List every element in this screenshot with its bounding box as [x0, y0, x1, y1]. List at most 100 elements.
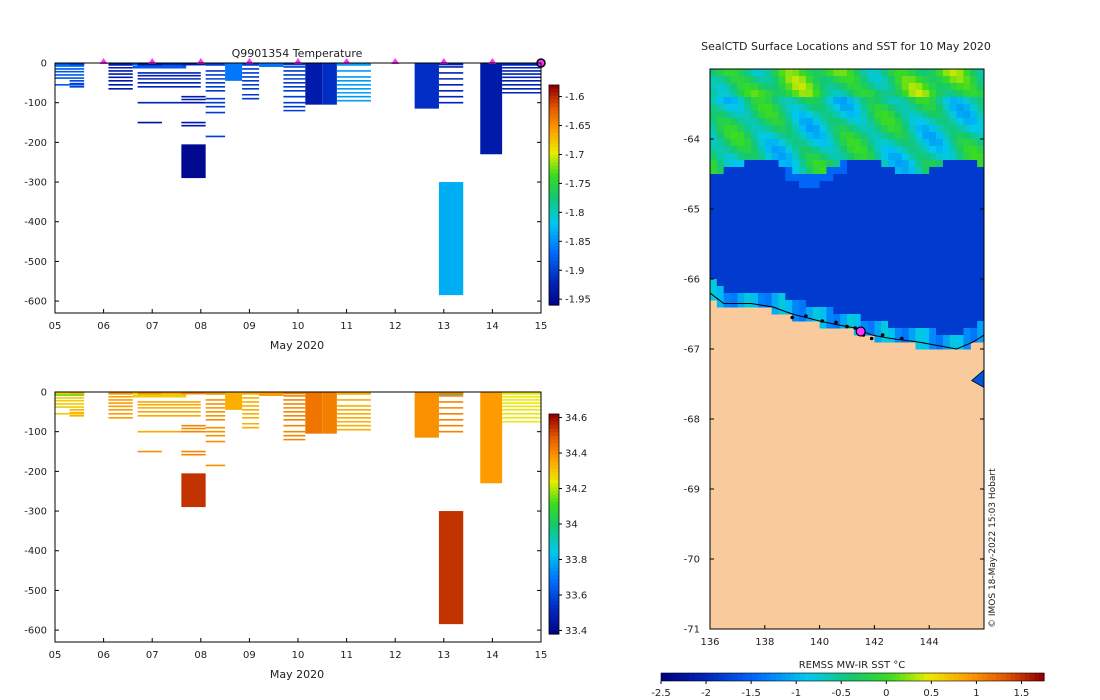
sst-cell: [970, 314, 978, 322]
sst-cell: [956, 237, 964, 245]
sst-cell: [956, 279, 964, 287]
sst-cell: [894, 104, 903, 112]
sst-cell: [901, 279, 910, 287]
sst-cell: [956, 146, 964, 154]
sst-cell: [764, 125, 773, 133]
sst-cell: [723, 195, 732, 203]
sst-cell: [847, 167, 855, 175]
sst-cell: [744, 216, 752, 224]
sst-cell: [888, 279, 896, 287]
sst-cell: [792, 104, 800, 112]
sst-cell: [977, 111, 985, 119]
sst-cell: [922, 321, 930, 329]
sst-cell: [942, 230, 951, 238]
colorbar-segment: [991, 673, 997, 681]
sst-cell: [970, 83, 978, 91]
sst-cell: [847, 209, 855, 217]
sst-cell: [894, 69, 903, 77]
sst-cell: [901, 167, 910, 175]
sst-cell: [915, 195, 923, 203]
sst-cell: [915, 237, 923, 245]
colorbar-tick-label: -1.5: [741, 688, 761, 699]
sst-cell: [874, 97, 882, 105]
sst-cell: [785, 300, 793, 308]
x-tick-label: 13: [437, 321, 450, 332]
sst-cell: [812, 244, 821, 252]
sst-cell: [963, 146, 971, 154]
sst-cell: [744, 209, 752, 217]
sst-cell: [819, 300, 827, 308]
sst-cell: [819, 104, 827, 112]
sst-cell: [956, 188, 964, 196]
sst-cell: [922, 251, 930, 259]
sst-cell: [860, 258, 869, 266]
sst-cell: [744, 279, 752, 287]
sst-cell: [737, 146, 745, 154]
colorbar-frame: [660, 672, 1045, 682]
sst-cell: [799, 195, 807, 203]
colorbar-segment: [549, 524, 559, 529]
sst-cell: [744, 69, 752, 77]
sst-cell: [908, 300, 916, 308]
colorbar-segment: [549, 180, 559, 185]
sst-cell: [942, 181, 951, 189]
colorbar-segment: [549, 143, 559, 148]
colorbar-tick-label: -2.5: [651, 688, 671, 699]
colorbar-segment: [699, 673, 705, 681]
colorbar-tick-label: -1.6: [565, 92, 585, 103]
sst-cell: [716, 153, 725, 161]
sst-cell: [840, 251, 848, 259]
sst-cell: [826, 244, 834, 252]
colorbar-segment: [549, 253, 559, 258]
sst-cell: [723, 237, 732, 245]
sst-cell: [710, 167, 718, 175]
sst-cell: [977, 286, 985, 294]
sst-cell: [901, 153, 910, 161]
sst-cell: [915, 244, 923, 252]
sst-cell: [942, 202, 951, 210]
sst-cell: [901, 265, 910, 273]
sst-cell: [881, 237, 889, 245]
sst-cell: [908, 244, 916, 252]
colorbar-tick-label: 34: [565, 520, 578, 531]
colorbar-segment: [1000, 673, 1007, 681]
sst-cell: [915, 90, 923, 98]
sst-cell: [908, 230, 916, 238]
sst-cell: [710, 90, 718, 98]
sst-cell: [751, 167, 759, 175]
sst-cell: [751, 188, 759, 196]
sst-cell: [737, 202, 745, 210]
sst-cell: [963, 244, 971, 252]
colorbar-segment: [549, 491, 559, 496]
colorbar-segment: [742, 673, 748, 681]
sst-cell: [908, 251, 916, 259]
y-tick-label: -200: [24, 467, 47, 478]
sst-cell: [977, 265, 985, 273]
colorbar-segment: [852, 673, 858, 681]
sst-cell: [730, 83, 738, 91]
sst-cell: [833, 69, 841, 77]
sst-cell: [799, 90, 807, 98]
y-tick-label: 0: [41, 388, 47, 399]
sst-cell: [751, 90, 759, 98]
sst-cell: [970, 181, 978, 189]
sst-cell: [716, 216, 725, 224]
sst-cell: [915, 251, 923, 259]
colorbar-segment: [549, 549, 559, 554]
sst-cell: [764, 279, 773, 287]
sst-cell: [888, 76, 896, 84]
x-tick-label: 11: [340, 321, 353, 332]
sst-cell: [853, 265, 862, 273]
sst-cell: [936, 328, 944, 336]
sst-cell: [792, 307, 800, 315]
sst-cell: [764, 244, 773, 252]
sst-cell: [901, 146, 910, 154]
sst-cell: [977, 83, 985, 91]
sst-cell: [894, 328, 903, 336]
sst-cell: [730, 258, 738, 266]
sst-cell: [757, 216, 766, 224]
x-tick-label: 15: [535, 650, 548, 661]
sst-cell: [936, 279, 944, 287]
colorbar-segment: [549, 132, 559, 137]
sst-cell: [819, 195, 827, 203]
